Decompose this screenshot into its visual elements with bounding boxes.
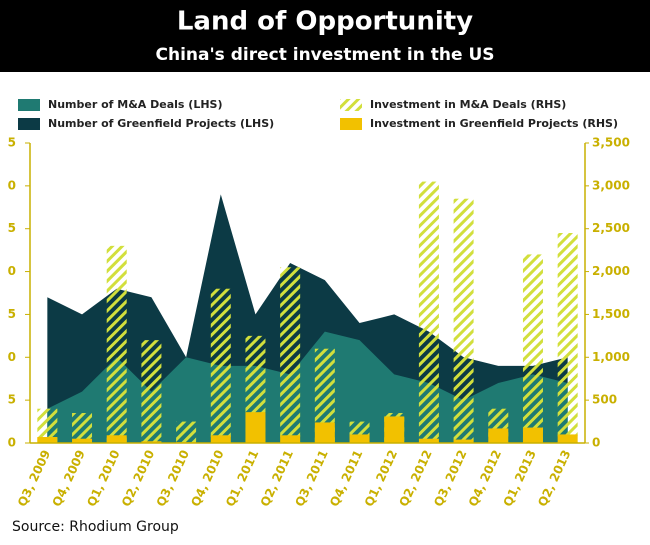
x-tick-label: Q1, 2010 (84, 448, 122, 509)
y2-tick-label: 500 (592, 393, 617, 407)
legend-label: Investment in M&A Deals (RHS) (370, 98, 566, 111)
title-banner (0, 0, 650, 72)
legend-label: Investment in Greenfield Projects (RHS) (370, 117, 618, 130)
y2-tick-label: 3,500 (592, 136, 630, 150)
x-tick-label: Q3, 2011 (292, 448, 330, 509)
bar (349, 434, 370, 443)
hatched-bar (106, 245, 127, 443)
bar (522, 427, 543, 443)
hatched-bar (522, 254, 543, 443)
x-tick-label: Q2, 2010 (119, 448, 157, 509)
bar (245, 412, 266, 443)
y-tick-label: 5 (8, 221, 16, 235)
y2-tick-label: 2,500 (592, 221, 630, 235)
x-tick-label: Q3, 2012 (431, 448, 469, 509)
y-tick-label: 0 (8, 264, 16, 278)
y-tick-label: 5 (8, 393, 16, 407)
y2-tick-label: 1,000 (592, 350, 630, 364)
hatched-bar (72, 413, 93, 443)
x-tick-label: Q4, 2010 (188, 448, 226, 509)
y-tick-label: 5 (8, 307, 16, 321)
y2-tick-label: 1,500 (592, 307, 630, 321)
hatched-bar (141, 340, 162, 443)
y-tick-label: 5 (8, 136, 16, 150)
legend-swatch (18, 99, 40, 111)
x-tick-label: Q2, 2013 (535, 448, 573, 509)
hatched-bar (280, 267, 301, 443)
y-tick-label: 0 (8, 350, 16, 364)
bar (106, 435, 127, 443)
chart-subtitle: China's direct investment in the US (155, 45, 494, 65)
y-tick-label: 0 (8, 178, 16, 192)
bar (488, 428, 509, 443)
bar (72, 438, 93, 443)
x-tick-label: Q2, 2012 (396, 448, 434, 509)
x-tick-label: Q2, 2011 (258, 448, 296, 509)
y2-tick-label: 2,000 (592, 264, 630, 278)
legend-label: Number of Greenfield Projects (LHS) (48, 117, 274, 130)
legend-label: Number of M&A Deals (LHS) (48, 98, 223, 111)
y2-tick-label: 0 (592, 436, 600, 450)
bar (384, 416, 405, 443)
x-tick-label: Q1, 2012 (362, 448, 400, 509)
x-tick-label: Q3, 2009 (15, 448, 53, 509)
bar (141, 441, 162, 443)
hatched-bar (210, 288, 231, 443)
hatched-bar (314, 348, 335, 443)
x-tick-label: Q1, 2013 (501, 448, 539, 509)
x-tick-label: Q4, 2012 (466, 448, 504, 509)
bar (557, 434, 578, 443)
hatched-bar (176, 421, 197, 443)
x-tick-label: Q4, 2011 (327, 448, 365, 509)
x-tick-label: Q1, 2011 (223, 448, 261, 509)
bar (418, 438, 439, 443)
bar (210, 435, 231, 443)
source: Source: Rhodium Group (12, 519, 179, 535)
bar (453, 439, 474, 443)
y2-tick-label: 3,000 (592, 178, 630, 192)
legend-swatch (340, 118, 362, 130)
bar (37, 437, 58, 443)
hatched-bar (557, 233, 578, 443)
bar (314, 422, 335, 443)
y-tick-label: 0 (8, 436, 16, 450)
x-tick-label: Q4, 2009 (50, 448, 88, 509)
bar (280, 435, 301, 443)
chart-title: Land of Opportunity (177, 7, 473, 37)
legend-swatch (340, 99, 362, 111)
hatched-bar (37, 408, 58, 443)
hatched-bar (453, 198, 474, 443)
legend-swatch (18, 118, 40, 130)
hatched-bar (418, 181, 439, 444)
x-tick-label: Q3, 2010 (154, 448, 192, 509)
